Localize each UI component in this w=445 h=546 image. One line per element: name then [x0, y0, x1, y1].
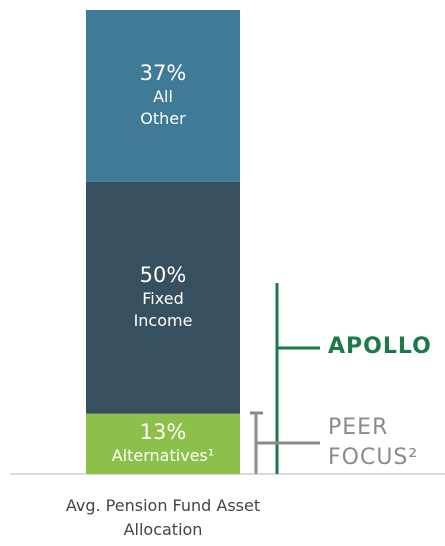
- segment-name: Fixed Income: [133, 289, 193, 331]
- bar-segment: [86, 413, 240, 474]
- segment-name: All Other: [140, 87, 186, 129]
- segment-label: 37% All Other: [86, 10, 240, 182]
- annotation: PEER FOCUS²: [328, 415, 419, 470]
- segment-name: Alternatives¹: [111, 446, 215, 466]
- value-label: 13%: [139, 420, 187, 445]
- bar-segment: [86, 181, 240, 414]
- bar-segment: [86, 10, 240, 182]
- annotation: APOLLO: [328, 334, 432, 359]
- value-label: 37%: [139, 61, 187, 86]
- segment-label: 50% Fixed Income: [86, 182, 240, 414]
- x-category-label: Avg. Pension Fund Asset Allocation: [65, 496, 261, 539]
- segment-label: 13% Alternatives¹: [86, 414, 240, 474]
- value-label: 50%: [139, 263, 187, 288]
